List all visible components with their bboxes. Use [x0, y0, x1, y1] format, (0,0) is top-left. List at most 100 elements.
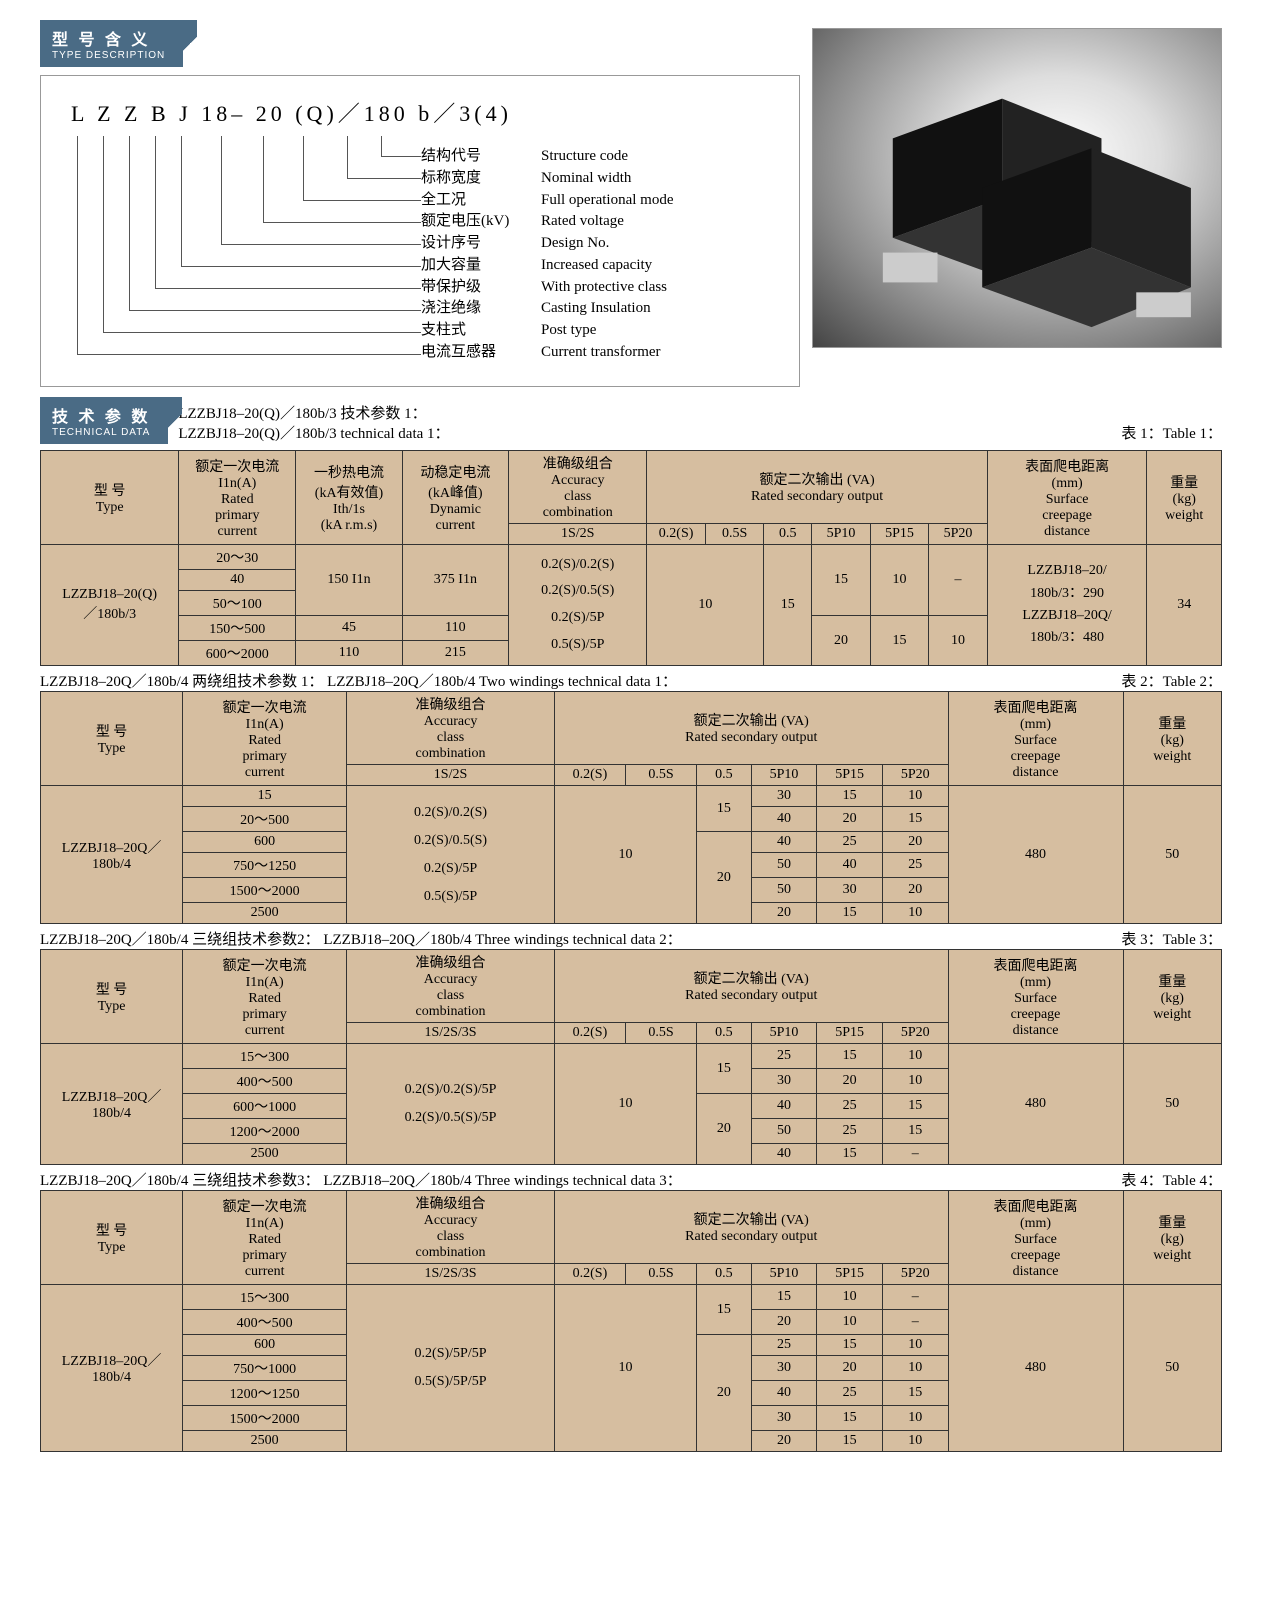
t4-type-h: 型 号 Type	[41, 1191, 183, 1285]
cell-5p10: 50	[751, 878, 817, 903]
t1-p15a: 10	[870, 545, 929, 616]
cell-5p10: 30	[751, 786, 817, 807]
t1r1p: 40	[179, 570, 296, 591]
cell-primary: 2500	[183, 1431, 347, 1452]
table-row: LZZBJ18–20Q／ 180b/4150.2(S)/0.2(S) 0.2(S…	[41, 786, 1222, 807]
cell-5p15: 25	[817, 832, 883, 853]
cell-5p15: 20	[817, 1356, 883, 1381]
type-label-row: 带保护级With protective class	[421, 277, 673, 299]
cell-5p10: 15	[751, 1285, 817, 1310]
t2-type-h: 型 号 Type	[41, 692, 183, 786]
t2-p10: 5P10	[751, 765, 817, 786]
col-type: 型 号 Type	[41, 451, 179, 545]
cell-02s: 10	[554, 1285, 696, 1452]
type-label-en: Rated voltage	[541, 211, 624, 233]
cell-accuracy: 0.2(S)/0.2(S) 0.2(S)/0.5(S) 0.2(S)/5P 0.…	[347, 786, 555, 924]
cell-5p10: 25	[751, 1335, 817, 1356]
cell-5p15: 15	[817, 1044, 883, 1069]
cell-5p15: 25	[817, 1119, 883, 1144]
type-label-row: 标称宽度Nominal width	[421, 168, 673, 190]
t3-p20: 5P20	[882, 1023, 948, 1044]
t1r2p: 50～100	[179, 591, 296, 616]
type-label-row: 支柱式Post type	[421, 320, 673, 342]
t1-acc: 0.2(S)/0.2(S) 0.2(S)/0.5(S) 0.2(S)/5P 0.…	[509, 545, 647, 666]
cell-05b: 20	[697, 1094, 752, 1165]
type-label-en: Casting Insulation	[541, 298, 651, 320]
col-dynamic: 动稳定电流 (kA峰值) Dynamic current	[402, 451, 508, 545]
cell-5p10: 50	[751, 1119, 817, 1144]
cell-5p20: 10	[882, 1356, 948, 1381]
cell-5p10: 20	[751, 1310, 817, 1335]
t2-p15: 5P15	[817, 765, 883, 786]
cell-5p10: 40	[751, 1381, 817, 1406]
diagram-lines	[71, 136, 421, 366]
cell-5p20: 10	[882, 1431, 948, 1452]
t3-s123: 1S/2S/3S	[347, 1023, 555, 1044]
cell-5p20: 10	[882, 1069, 948, 1094]
table-2: 型 号 Type 额定一次电流 I1n(A) Rated primary cur…	[40, 691, 1222, 924]
col-weight: 重量 (kg) weight	[1147, 451, 1222, 545]
cell-primary: 600	[183, 1335, 347, 1356]
type-label-cn: 设计序号	[421, 233, 541, 255]
t2-s12: 1S/2S	[347, 765, 555, 786]
type-label-cn: 结构代号	[421, 146, 541, 168]
t4-wt-h: 重量 (kg) weight	[1123, 1191, 1222, 1285]
t4-prim-h: 额定一次电流 I1n(A) Rated primary current	[183, 1191, 347, 1285]
cell-05b: 20	[697, 832, 752, 924]
t1r3p: 150～500	[179, 616, 296, 641]
t4-acc-h: 准确级组合 Accuracy class combination	[347, 1191, 555, 1264]
col-creep: 表面爬电距离 (mm) Surface creepage distance	[987, 451, 1147, 545]
cell-5p15: 20	[817, 807, 883, 832]
t2-05: 0.5	[697, 765, 752, 786]
cell-5p10: 30	[751, 1356, 817, 1381]
cell-5p10: 40	[751, 807, 817, 832]
cell-05: 15	[697, 786, 752, 832]
cell-type: LZZBJ18–20Q／ 180b/4	[41, 1044, 183, 1165]
t2-wt-h: 重量 (kg) weight	[1123, 692, 1222, 786]
t1-th2: 45	[296, 616, 402, 641]
cell-5p20: –	[882, 1310, 948, 1335]
t4-sec-h: 额定二次输出 (VA) Rated secondary output	[554, 1191, 948, 1264]
cell-5p20: –	[882, 1144, 948, 1165]
cell-5p10: 40	[751, 1144, 817, 1165]
t1-dy1: 375 I1n	[402, 545, 508, 616]
cell-5p20: 20	[882, 832, 948, 853]
cell-5p20: –	[882, 1285, 948, 1310]
t2-prim-h: 额定一次电流 I1n(A) Rated primary current	[183, 692, 347, 786]
cell-5p20: 15	[882, 807, 948, 832]
cell-primary: 2500	[183, 1144, 347, 1165]
sub-5p15: 5P15	[870, 524, 929, 545]
cell-5p20: 15	[882, 1381, 948, 1406]
cell-5p15: 15	[817, 1431, 883, 1452]
t4-p10: 5P10	[751, 1264, 817, 1285]
cell-05: 15	[697, 1285, 752, 1335]
t3-p10: 5P10	[751, 1023, 817, 1044]
t2-creep-h: 表面爬电距离 (mm) Surface creepage distance	[948, 692, 1123, 786]
cell-primary: 1200～2000	[183, 1119, 347, 1144]
tech-right: 表 1：Table 1：	[1121, 425, 1222, 445]
tech-line2: LZZBJ18–20(Q)／180b/3 technical data 1：	[178, 425, 449, 445]
t1r0p: 20～30	[179, 545, 296, 570]
cell-5p10: 50	[751, 853, 817, 878]
t1-dy2: 110	[402, 616, 508, 641]
cell-primary: 1200～1250	[183, 1381, 347, 1406]
cell-5p15: 10	[817, 1285, 883, 1310]
cell-5p10: 20	[751, 1431, 817, 1452]
type-label-en: Current transformer	[541, 342, 661, 364]
t4-p15: 5P15	[817, 1264, 883, 1285]
cell-creep: 480	[948, 1285, 1123, 1452]
t2-acc-h: 准确级组合 Accuracy class combination	[347, 692, 555, 765]
t3-wt-h: 重量 (kg) weight	[1123, 950, 1222, 1044]
sub-02s: 0.2(S)	[647, 524, 706, 545]
sub-5p20: 5P20	[929, 524, 988, 545]
type-label-cn: 支柱式	[421, 320, 541, 342]
type-label-row: 设计序号Design No.	[421, 233, 673, 255]
t4-05s: 0.5S	[625, 1264, 696, 1285]
type-label-row: 结构代号Structure code	[421, 146, 673, 168]
cell-primary: 400～500	[183, 1310, 347, 1335]
header-cn: 型 号 含 义	[52, 26, 165, 50]
cell-5p20: 10	[882, 1044, 948, 1069]
table-4: 型 号 Type 额定一次电流 I1n(A) Rated primary cur…	[40, 1190, 1222, 1452]
type-label-en: Increased capacity	[541, 255, 652, 277]
cell-5p20: 10	[882, 786, 948, 807]
